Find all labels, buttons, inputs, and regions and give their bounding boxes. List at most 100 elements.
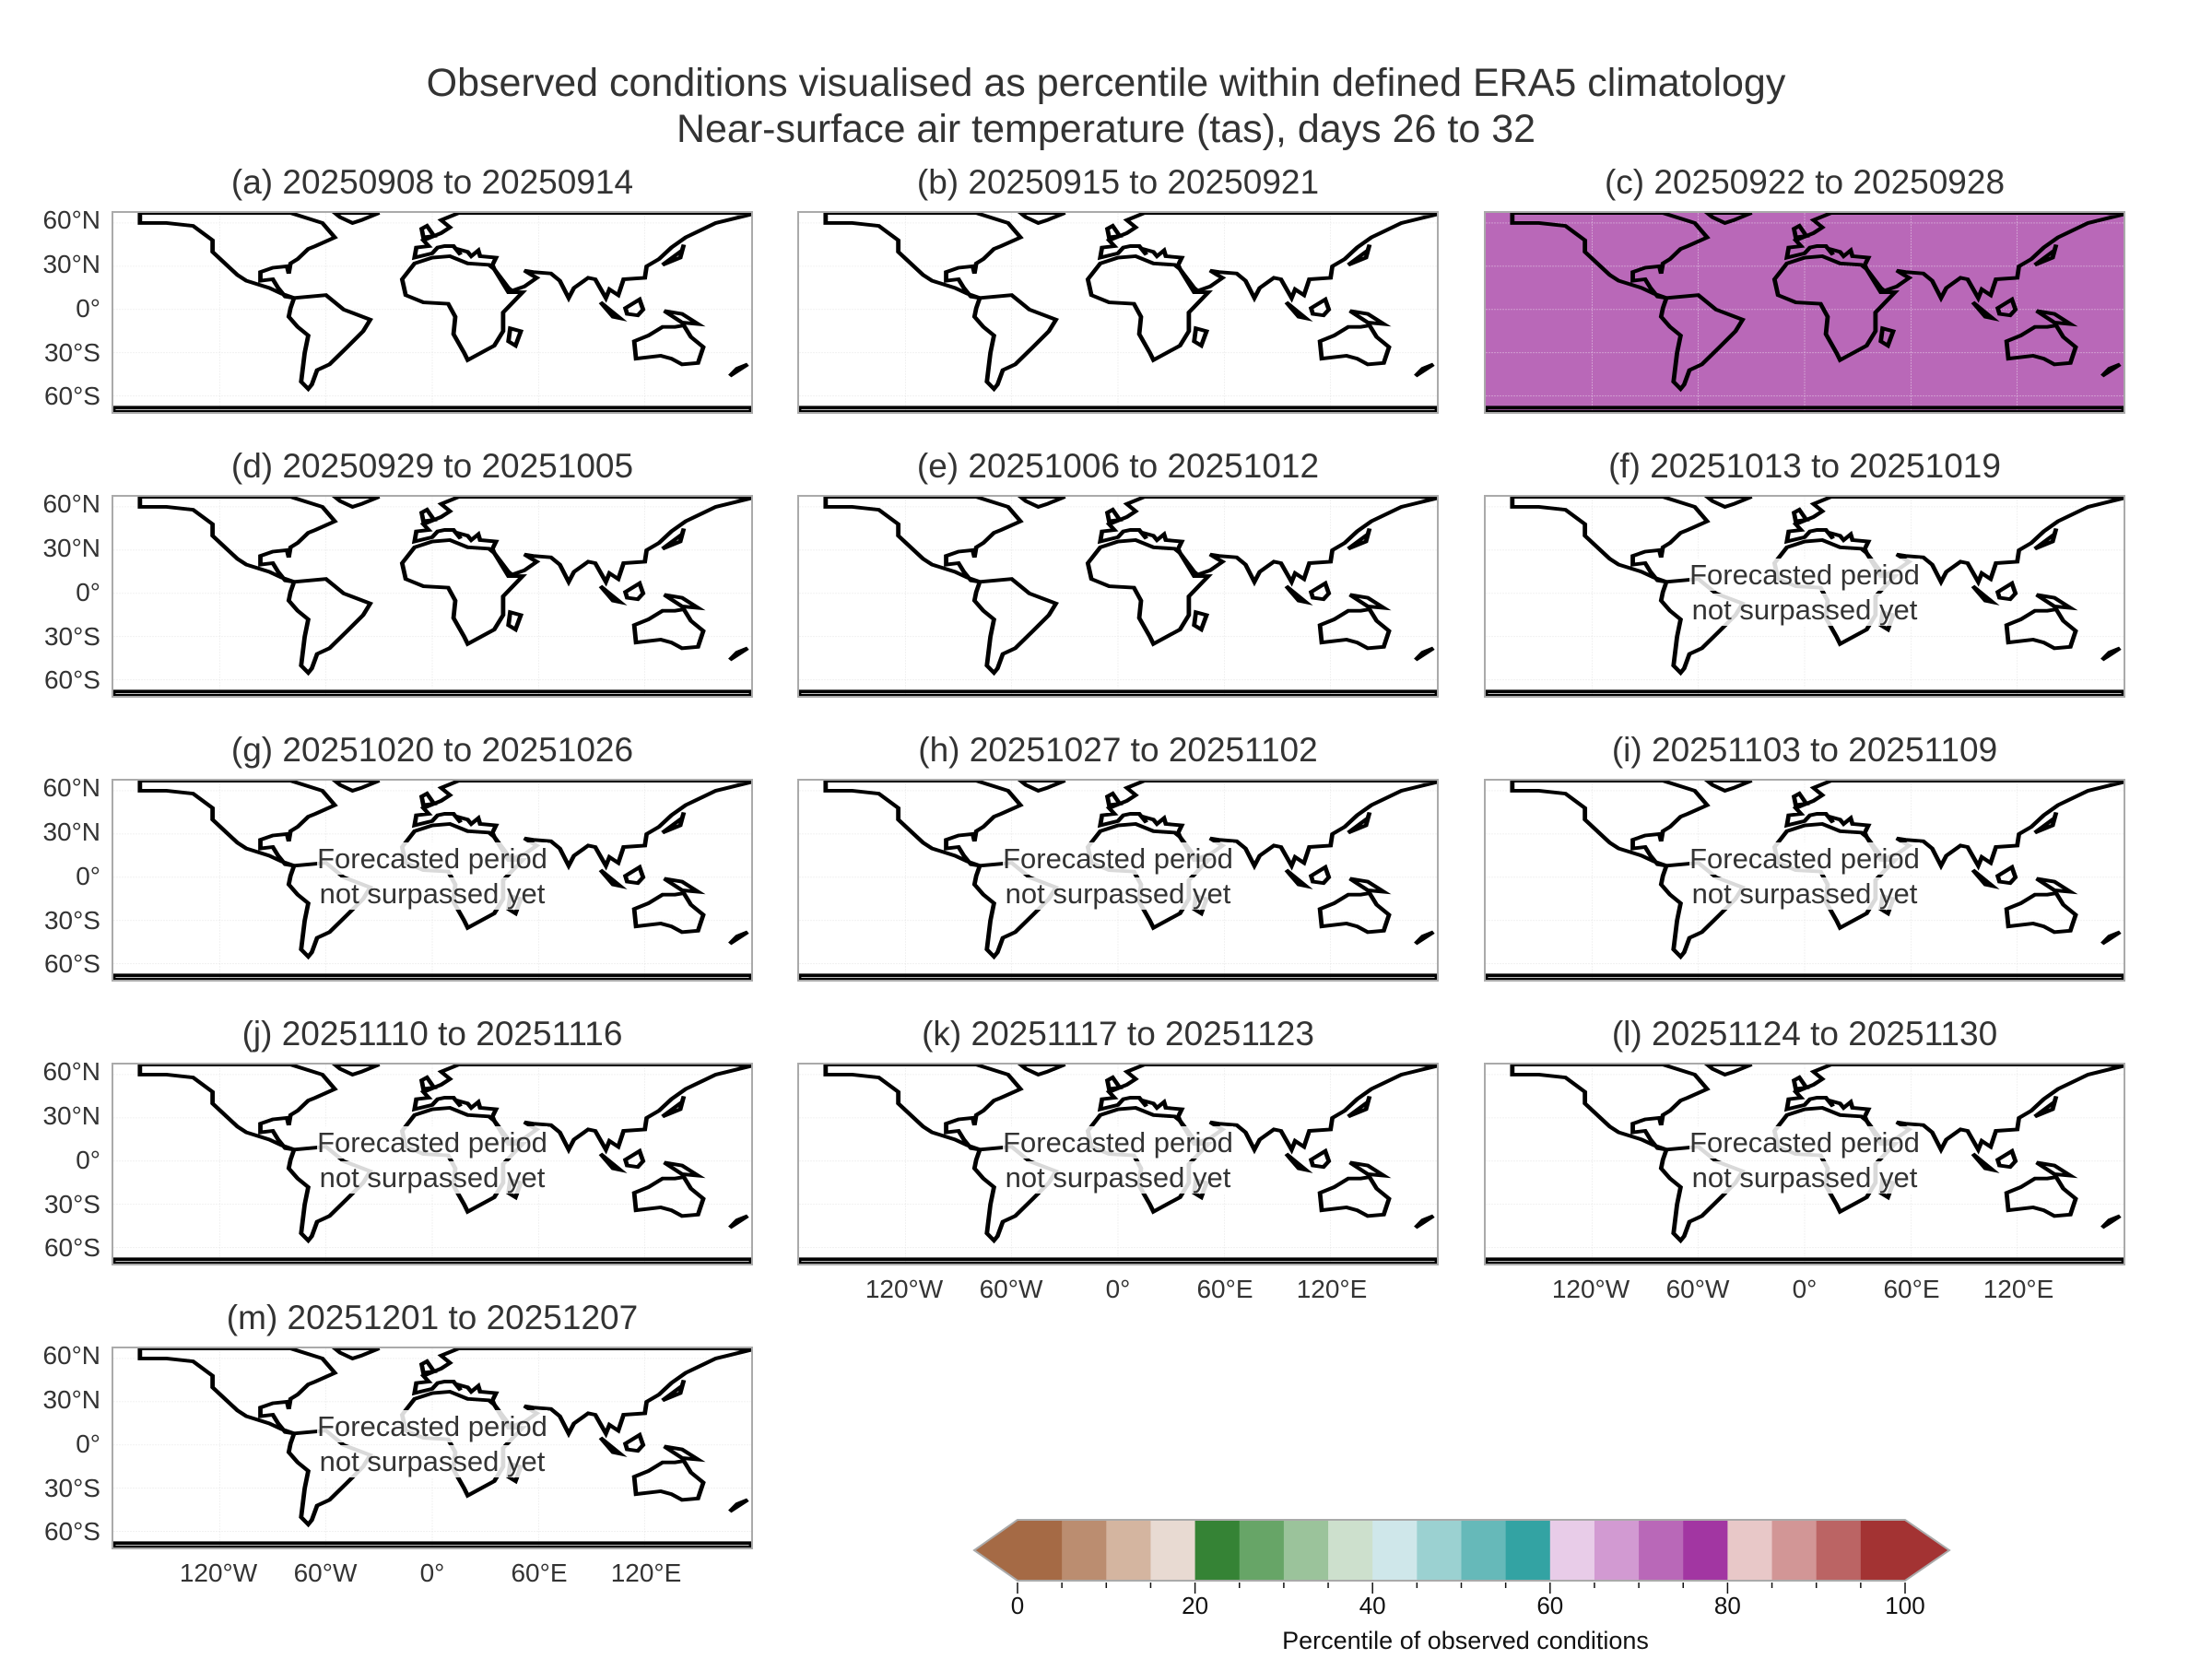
map-panel: Forecasted period not surpassed yet bbox=[112, 779, 753, 982]
map-panel: Forecasted period not surpassed yet bbox=[797, 1063, 1439, 1265]
forecast-notice-line2: not surpassed yet bbox=[319, 877, 546, 910]
forecast-notice-line2: not surpassed yet bbox=[1691, 594, 1918, 626]
colorbar-tick-label: 100 bbox=[1885, 1592, 1925, 1619]
latitude-label: 60°N bbox=[42, 1057, 100, 1087]
latitude-label: 30°S bbox=[43, 337, 100, 367]
forecast-notice: Forecasted period not surpassed yet bbox=[1486, 841, 2124, 912]
figure-title-line1: Observed conditions visualised as percen… bbox=[426, 61, 1786, 105]
map-panel bbox=[797, 211, 1439, 414]
figure-title-line2: Near-surface air temperature (tas), days… bbox=[676, 107, 1536, 151]
latitude-label: 60°N bbox=[42, 773, 100, 803]
world-map bbox=[113, 213, 751, 412]
panel-title: (g) 20251020 to 20251026 bbox=[230, 731, 634, 769]
forecast-notice-line1: Forecasted period bbox=[317, 842, 547, 875]
map-panel: Forecasted period not surpassed yet bbox=[1484, 495, 2125, 698]
panel-title: (a) 20250908 to 20250914 bbox=[230, 163, 634, 201]
panel-title: (f) 20251013 to 20251019 bbox=[1608, 447, 2001, 485]
longitude-label: 60°W bbox=[293, 1559, 358, 1587]
panel-title: (h) 20251027 to 20251102 bbox=[918, 731, 1318, 769]
panel-title: (b) 20250915 to 20250921 bbox=[916, 163, 1320, 201]
map-panel: Forecasted period not surpassed yet bbox=[1484, 779, 2125, 982]
colorbar-tick-label: 0 bbox=[1010, 1592, 1025, 1619]
forecast-notice-line1: Forecasted period bbox=[317, 1126, 547, 1159]
colorbar-outline bbox=[972, 1519, 1951, 1582]
colorbar-bin bbox=[1771, 1520, 1818, 1581]
forecast-notice-line1: Forecasted period bbox=[1689, 1126, 1920, 1159]
latitude-label: 0° bbox=[76, 1429, 100, 1458]
forecast-notice-line2: not surpassed yet bbox=[1691, 1161, 1918, 1194]
latitude-label: 30°S bbox=[43, 905, 100, 935]
longitude-label: 60°E bbox=[1883, 1275, 1940, 1303]
colorbar-bin bbox=[1860, 1520, 1906, 1581]
colorbar-tick-label: 20 bbox=[1182, 1592, 1209, 1619]
latitude-label: 60°S bbox=[43, 949, 100, 979]
map-panel bbox=[112, 211, 753, 414]
map-panel: Forecasted period not surpassed yet bbox=[112, 1347, 753, 1549]
forecast-notice-line1: Forecasted period bbox=[1689, 559, 1920, 591]
latitude-label: 30°S bbox=[43, 621, 100, 651]
panel-title: (l) 20251124 to 20251130 bbox=[1611, 1015, 1998, 1053]
map-panel bbox=[797, 495, 1439, 698]
panel-title: (m) 20251201 to 20251207 bbox=[226, 1299, 639, 1336]
panel-title: (k) 20251117 to 20251123 bbox=[922, 1015, 1314, 1053]
world-map bbox=[113, 497, 751, 696]
world-map bbox=[1486, 781, 2124, 980]
colorbar-bin bbox=[1283, 1520, 1329, 1581]
latitude-label: 30°N bbox=[42, 1100, 100, 1130]
map-panel: Forecasted period not surpassed yet bbox=[797, 779, 1439, 982]
latitude-label: 60°N bbox=[42, 1341, 100, 1371]
colorbar-bin bbox=[1150, 1520, 1196, 1581]
longitude-label: 120°E bbox=[610, 1559, 682, 1587]
colorbar-tick-label: 80 bbox=[1713, 1592, 1741, 1619]
world-map bbox=[1486, 213, 2124, 412]
latitude-label: 60°S bbox=[43, 382, 100, 411]
map-panel: Forecasted period not surpassed yet bbox=[1484, 1063, 2125, 1265]
longitude-label: 120°W bbox=[179, 1559, 258, 1587]
forecast-notice-line1: Forecasted period bbox=[317, 1410, 547, 1442]
latitude-label: 0° bbox=[76, 293, 100, 323]
forecast-notice: Forecasted period not surpassed yet bbox=[1486, 1125, 2124, 1195]
longitude-label: 60°E bbox=[511, 1559, 568, 1587]
world-map bbox=[799, 213, 1437, 412]
colorbar-bin bbox=[1417, 1520, 1462, 1581]
latitude-label: 60°N bbox=[42, 489, 100, 519]
longitude-label: 0° bbox=[1105, 1275, 1131, 1303]
world-map bbox=[113, 1065, 751, 1264]
panel-title: (i) 20251103 to 20251109 bbox=[1611, 731, 1998, 769]
longitude-label: 60°W bbox=[1665, 1275, 1730, 1303]
longitude-label: 120°E bbox=[1296, 1275, 1368, 1303]
colorbar-tick-label: 60 bbox=[1536, 1592, 1564, 1619]
latitude-label: 60°S bbox=[43, 1517, 100, 1547]
colorbar-extend-high bbox=[1905, 1520, 1949, 1581]
latitude-label: 60°S bbox=[43, 1233, 100, 1263]
panel-title: (e) 20251006 to 20251012 bbox=[916, 447, 1320, 485]
longitude-label: 60°E bbox=[1196, 1275, 1253, 1303]
colorbar-bin bbox=[1549, 1520, 1595, 1581]
panel-title: (c) 20250922 to 20250928 bbox=[1604, 163, 2006, 201]
colorbar-tick-label: 40 bbox=[1359, 1592, 1386, 1619]
longitude-label: 0° bbox=[1792, 1275, 1818, 1303]
colorbar-bin bbox=[1106, 1520, 1151, 1581]
forecast-notice-line1: Forecasted period bbox=[1003, 1126, 1233, 1159]
colorbar-bin bbox=[1239, 1520, 1285, 1581]
forecast-notice: Forecasted period not surpassed yet bbox=[113, 1125, 751, 1195]
map-panel bbox=[1484, 211, 2125, 414]
latitude-label: 0° bbox=[76, 1145, 100, 1174]
world-map bbox=[799, 497, 1437, 696]
colorbar-bin bbox=[1594, 1520, 1640, 1581]
latitude-label: 0° bbox=[76, 577, 100, 606]
latitude-label: 0° bbox=[76, 861, 100, 890]
latitude-label: 30°N bbox=[42, 817, 100, 846]
colorbar-bin bbox=[1461, 1520, 1507, 1581]
colorbar-bin bbox=[1018, 1520, 1063, 1581]
latitude-label: 30°S bbox=[43, 1473, 100, 1502]
colorbar-extend-low bbox=[974, 1520, 1018, 1581]
forecast-notice: Forecasted period not surpassed yet bbox=[799, 1125, 1437, 1195]
forecast-notice: Forecasted period not surpassed yet bbox=[113, 841, 751, 912]
forecast-notice-line2: not surpassed yet bbox=[319, 1445, 546, 1477]
forecast-notice-line2: not surpassed yet bbox=[1005, 877, 1231, 910]
colorbar-bin bbox=[1372, 1520, 1418, 1581]
colorbar-bin bbox=[1816, 1520, 1862, 1581]
colorbar-bin bbox=[1062, 1520, 1107, 1581]
forecast-notice: Forecasted period not surpassed yet bbox=[113, 1409, 751, 1479]
